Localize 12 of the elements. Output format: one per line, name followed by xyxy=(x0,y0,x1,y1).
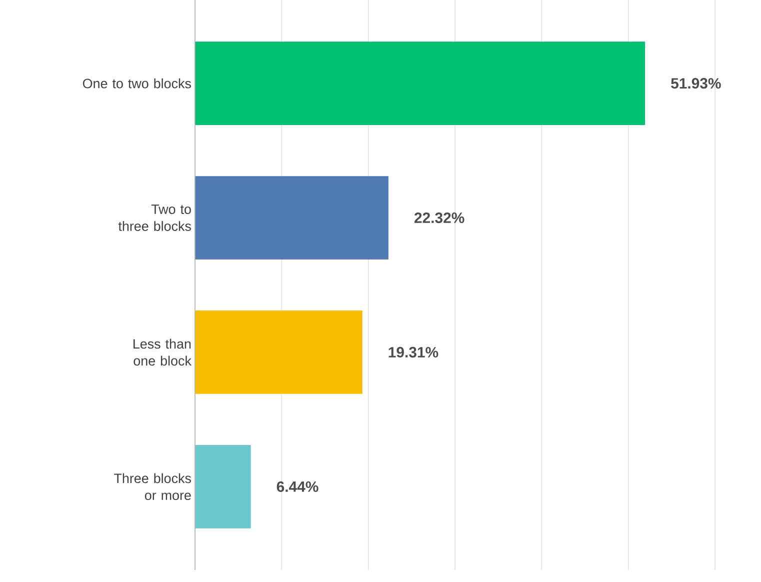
data-label: 6.44% xyxy=(276,481,318,492)
y-tick-label: Three blocks or more xyxy=(114,473,191,500)
bar xyxy=(195,310,362,394)
data-label: 51.93% xyxy=(671,78,721,89)
y-tick-label: Less than one block xyxy=(134,338,192,366)
y-tick-label: Two to three blocks xyxy=(118,204,191,231)
data-label: 22.32% xyxy=(414,212,464,224)
y-tick-label: One to two blocks xyxy=(82,78,191,88)
bar xyxy=(195,42,646,126)
data-label: 19.31% xyxy=(388,346,438,358)
bar xyxy=(195,444,251,528)
bar xyxy=(195,176,388,260)
